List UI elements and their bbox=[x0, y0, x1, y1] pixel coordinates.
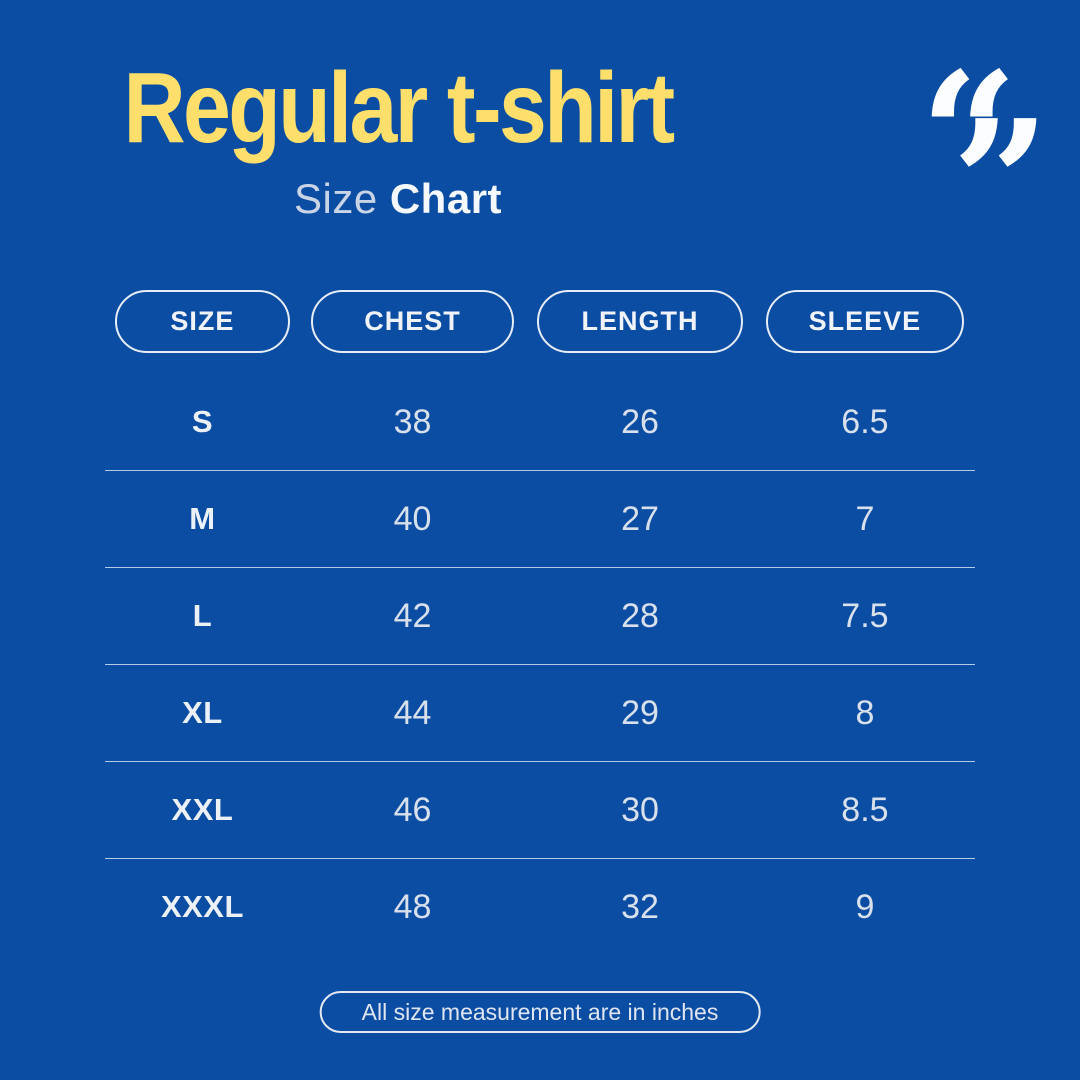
column-header-sleeve: SLEEVE bbox=[765, 290, 964, 353]
quote-close-icon: ” bbox=[952, 83, 1050, 283]
table-row: L 42 28 7.5 bbox=[105, 568, 975, 665]
table-row: XL 44 29 8 bbox=[105, 665, 975, 762]
cell-size: L bbox=[192, 598, 213, 633]
table-body: S 38 26 6.5 M 40 27 7 L 42 28 7.5 XL 44 … bbox=[105, 374, 975, 955]
cell-size: XL bbox=[182, 695, 223, 730]
cell-sleeve: 9 bbox=[855, 887, 875, 926]
cell-length: 28 bbox=[621, 596, 659, 635]
cell-chest: 38 bbox=[393, 402, 432, 441]
table-row: XXL 46 30 8.5 bbox=[105, 762, 975, 859]
cell-size: M bbox=[189, 501, 216, 536]
cell-size: XXXL bbox=[160, 889, 244, 924]
cell-size: XXL bbox=[171, 792, 234, 827]
page-title: Regular t-shirt bbox=[123, 52, 675, 164]
cell-length: 29 bbox=[621, 693, 659, 732]
quote-open-icon: “ bbox=[920, 35, 1018, 235]
cell-chest: 44 bbox=[393, 693, 432, 732]
cell-chest: 40 bbox=[393, 499, 432, 538]
cell-sleeve: 8 bbox=[855, 693, 875, 732]
cell-chest: 46 bbox=[393, 790, 432, 829]
units-note-pill: All size measurement are in inches bbox=[319, 991, 761, 1033]
cell-sleeve: 8.5 bbox=[841, 790, 889, 829]
column-header-size: SIZE bbox=[114, 290, 291, 353]
cell-length: 26 bbox=[621, 402, 659, 441]
cell-length: 30 bbox=[621, 790, 659, 829]
units-note-text: All size measurement are in inches bbox=[361, 998, 719, 1025]
cell-sleeve: 7.5 bbox=[841, 596, 889, 635]
cell-length: 32 bbox=[621, 887, 659, 926]
subtitle-regular: Size bbox=[293, 175, 378, 222]
table-row: S 38 26 6.5 bbox=[105, 374, 975, 471]
cell-sleeve: 6.5 bbox=[841, 402, 889, 441]
size-table: SIZE CHEST LENGTH SLEEVE S 38 26 6.5 M 4… bbox=[105, 290, 975, 955]
header: Regular t-shirt bbox=[0, 58, 796, 158]
cell-length: 27 bbox=[621, 499, 659, 538]
cell-chest: 48 bbox=[393, 887, 432, 926]
table-header-row: SIZE CHEST LENGTH SLEEVE bbox=[105, 290, 975, 358]
table-row: M 40 27 7 bbox=[105, 471, 975, 568]
subtitle-bold: Chart bbox=[389, 175, 503, 222]
cell-size: S bbox=[191, 404, 214, 439]
page-subtitle: Size Chart bbox=[0, 175, 796, 222]
column-header-chest: CHEST bbox=[311, 290, 514, 353]
cell-sleeve: 7 bbox=[855, 499, 875, 538]
table-row: XXXL 48 32 9 bbox=[105, 859, 975, 955]
cell-chest: 42 bbox=[393, 596, 432, 635]
column-header-length: LENGTH bbox=[536, 290, 744, 353]
